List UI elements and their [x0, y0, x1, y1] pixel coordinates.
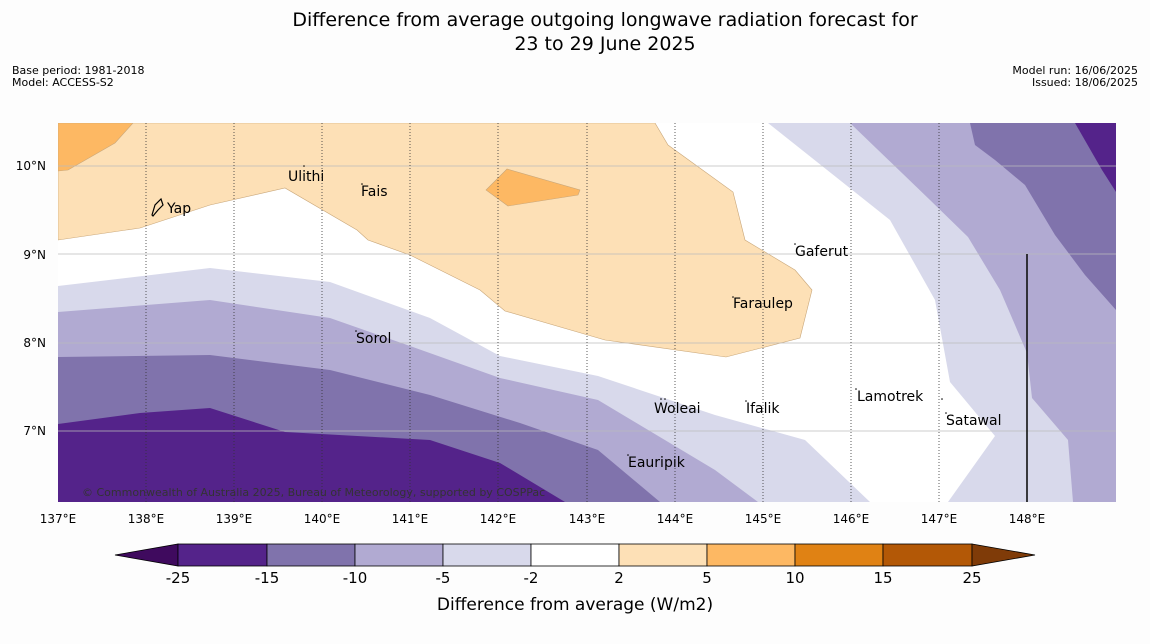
lon-tick: 143°E [569, 512, 606, 526]
map-area: Yap Ulithi Fais Gaferut Faraulep Sorol W… [58, 123, 1116, 502]
colorbar [114, 543, 1036, 567]
colorbar-low-extension [114, 543, 179, 567]
colorbar-labels: -25 -15 -10 -5 -2 2 5 10 15 25 [166, 569, 982, 587]
place-ifalik: Ifalik [746, 401, 780, 417]
colorbar-segment [354, 543, 444, 567]
lat-tick: 10°N [16, 159, 46, 173]
contour-west-dark-purple [58, 408, 565, 502]
colorbar-segment [618, 543, 708, 567]
lon-tick: 139°E [216, 512, 253, 526]
contour-5-10-center [485, 168, 581, 207]
colorbar-segment [266, 543, 356, 567]
colorbar-segment [442, 543, 532, 567]
lat-tick: 7°N [23, 424, 46, 438]
lon-tick: 142°E [480, 512, 517, 526]
colorbar-label: 2 [614, 569, 624, 587]
copyright-notice: © Commonwealth of Australia 2025, Bureau… [82, 486, 545, 499]
lon-tick: 144°E [657, 512, 694, 526]
place-sorol: Sorol [356, 331, 391, 347]
map-title: Difference from average outgoing longwav… [0, 8, 1150, 56]
run-info: Model run: 16/06/2025 Issued: 18/06/2025 [1012, 65, 1138, 89]
colorbar-high-extension [971, 543, 1036, 567]
place-ulithi: Ulithi [288, 169, 324, 185]
yap-island-icon [151, 197, 164, 217]
colorbar-segment [706, 543, 796, 567]
base-period: Base period: 1981-2018 [12, 64, 145, 77]
lon-tick: 148°E [1009, 512, 1046, 526]
colorbar-label: -25 [166, 569, 191, 587]
place-fais: Fais [361, 184, 388, 200]
contour-5-10-nw [58, 123, 134, 172]
lon-tick: 137°E [40, 512, 77, 526]
lon-tick: 145°E [745, 512, 782, 526]
lat-tick: 8°N [23, 336, 46, 350]
colorbar-label: -2 [524, 569, 539, 587]
colorbar-title: Difference from average (W/m2) [437, 595, 713, 615]
title-line-2: 23 to 29 June 2025 [514, 33, 696, 55]
place-yap: Yap [166, 201, 191, 217]
model-name: Model: ACCESS-S2 [12, 76, 114, 89]
model-run: Model run: 16/06/2025 [1012, 64, 1138, 77]
lon-gridlines [145, 123, 940, 502]
contour-2-5 [58, 123, 813, 358]
colorbar-label: -5 [436, 569, 451, 587]
lon-tick: 140°E [304, 512, 341, 526]
colorbar-label: -15 [255, 569, 280, 587]
lon-tick: 141°E [392, 512, 429, 526]
title-line-1: Difference from average outgoing longwav… [292, 9, 918, 31]
issued-date: Issued: 18/06/2025 [1031, 76, 1138, 89]
lon-tick: 147°E [921, 512, 958, 526]
colorbar-label: 10 [785, 569, 804, 587]
lat-tick: 9°N [23, 248, 46, 262]
place-satawal: Satawal [946, 413, 1001, 429]
place-woleai: Woleai [654, 401, 701, 417]
place-gaferut: Gaferut [795, 244, 849, 260]
contour-east-dark-purple [1075, 123, 1116, 192]
colorbar-segment [794, 543, 884, 567]
colorbar-segment [177, 543, 268, 567]
place-lamotrek: Lamotrek [857, 389, 924, 405]
lon-tick: 146°E [833, 512, 870, 526]
place-eauripik: Eauripik [628, 455, 686, 471]
colorbar-label: 25 [962, 569, 981, 587]
lat-tick-labels: 10°N 9°N 8°N 7°N [16, 159, 46, 438]
colorbar-label: -10 [343, 569, 368, 587]
model-info: Base period: 1981-2018 Model: ACCESS-S2 [12, 65, 144, 89]
colorbar-label: 5 [702, 569, 712, 587]
island-dots [303, 165, 947, 456]
place-faraulep: Faraulep [733, 296, 793, 312]
lon-tick: 138°E [128, 512, 165, 526]
lon-tick-labels: 137°E 138°E 139°E 140°E 141°E 142°E 143°… [40, 512, 1046, 526]
colorbar-segment [530, 543, 620, 567]
colorbar-segment [882, 543, 973, 567]
contour-east-medium-purple [970, 123, 1116, 310]
colorbar-label: 15 [873, 569, 892, 587]
